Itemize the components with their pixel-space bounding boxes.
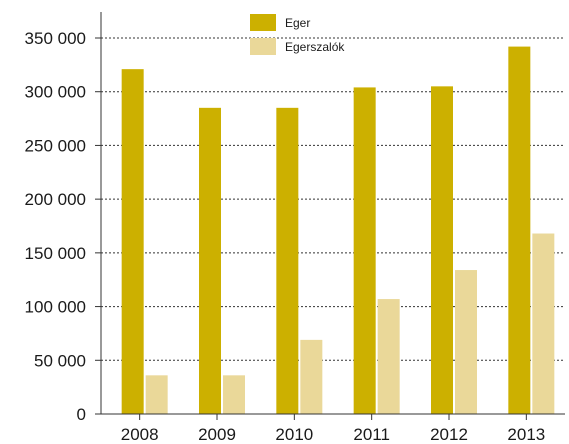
x-tick-label: 2011 xyxy=(353,425,390,444)
bar-egerszalok-2012 xyxy=(455,270,477,414)
bar-egerszalok-2013 xyxy=(532,233,555,414)
bar-eger-2008 xyxy=(121,69,144,414)
bar-egerszalok-2009 xyxy=(223,375,245,414)
bar-eger-2013 xyxy=(508,46,531,414)
y-tick-label: 350 000 xyxy=(25,29,86,48)
bar-egerszalok-2008 xyxy=(145,375,168,414)
y-tick-label: 0 xyxy=(77,405,86,424)
y-tick-label: 200 000 xyxy=(25,190,86,209)
x-tick-label: 2013 xyxy=(507,425,545,444)
x-axis-tick-labels: 2008 2009 2010 2011 2012 2013 xyxy=(121,414,545,444)
legend-swatch-eger xyxy=(250,14,276,31)
legend-swatch-egerszalok xyxy=(250,38,276,55)
bar-eger-2012 xyxy=(431,86,453,414)
x-tick-label: 2012 xyxy=(430,425,468,444)
bar-eger-2009 xyxy=(199,107,221,414)
bar-egerszalok-2011 xyxy=(377,299,400,414)
y-tick-label: 300 000 xyxy=(25,83,86,102)
legend-label-egerszalok: Egerszalók xyxy=(285,40,345,54)
y-tick-label: 50 000 xyxy=(34,351,86,370)
legend-label-eger: Eger xyxy=(285,16,310,30)
legend: Eger Egerszalók xyxy=(250,14,345,55)
bar-egerszalok-2010 xyxy=(300,339,323,414)
x-tick-label: 2009 xyxy=(198,425,236,444)
x-tick-label: 2010 xyxy=(275,425,313,444)
bar-eger-2011 xyxy=(353,87,376,414)
x-tick-label: 2008 xyxy=(121,425,159,444)
y-tick-label: 100 000 xyxy=(25,298,86,317)
bars xyxy=(121,46,555,414)
gridlines xyxy=(101,37,565,361)
y-tick-label: 250 000 xyxy=(25,136,86,155)
bar-eger-2010 xyxy=(276,107,299,414)
y-axis-tick-labels: 0 50 000 100 000 150 000 200 000 250 000 300 0… xyxy=(25,29,101,424)
y-tick-label: 150 000 xyxy=(25,244,86,263)
